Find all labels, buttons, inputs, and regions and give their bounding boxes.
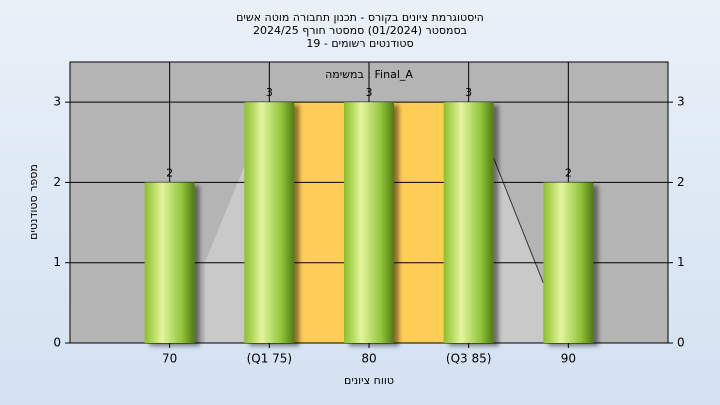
- bar: [443, 102, 494, 344]
- y2-tick-label: 0: [677, 336, 685, 350]
- bar: [244, 102, 295, 344]
- y2-tick-label: 3: [677, 95, 685, 109]
- value-label: 2: [565, 166, 572, 179]
- x-tick-label: 90: [561, 352, 576, 366]
- y-axis-label: מספר סטודנטים: [27, 164, 40, 240]
- value-label: 3: [465, 86, 472, 99]
- bar: [344, 102, 394, 344]
- y-tick-label: 2: [53, 175, 61, 189]
- chart-title-line: סטודנטים רשומים - 19: [306, 37, 413, 50]
- value-label: 3: [266, 86, 273, 99]
- x-tick-label: (Q3 85): [446, 352, 492, 366]
- x-tick-label: (Q1 75): [247, 352, 293, 366]
- y-tick-label: 1: [53, 255, 61, 269]
- y2-tick-label: 2: [677, 175, 685, 189]
- chart-title-line: היסטוגרמת ציונים בקורס - תכנון תחבורה מו…: [236, 11, 484, 24]
- chart-title-line: בסמסטר (01/2024) סמסטר חורף 2024/25: [253, 24, 467, 37]
- y2-tick-label: 1: [677, 255, 685, 269]
- x-tick-label: 70: [162, 352, 177, 366]
- value-label: 3: [366, 86, 373, 99]
- y-tick-label: 0: [53, 336, 61, 350]
- bar: [144, 182, 195, 343]
- value-label: 2: [166, 166, 173, 179]
- x-axis-label: טווח ציונים: [344, 374, 394, 387]
- x-tick-label: 80: [361, 352, 376, 366]
- y-tick-label: 3: [53, 95, 61, 109]
- bar: [543, 182, 594, 343]
